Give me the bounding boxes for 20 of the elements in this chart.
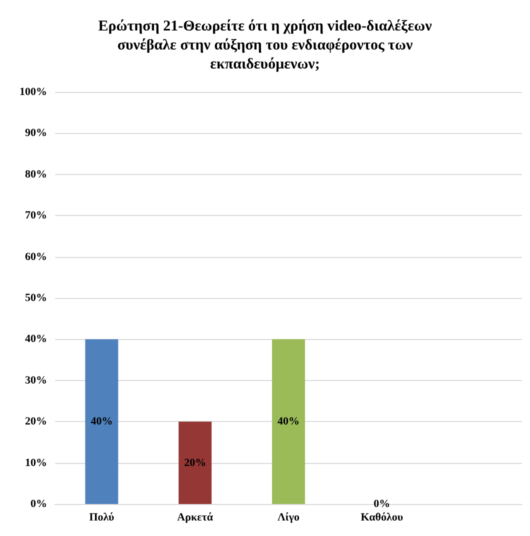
x-tick-label: Καθόλου: [360, 512, 404, 524]
data-label: 20%: [184, 456, 206, 469]
y-tick-label: 20%: [25, 416, 47, 428]
chart-title: Ερώτηση 21-Θεωρείτε ότι η χρήση video-διαλέξεων συνέβαλε στην αύξηση του ενδιαφέροντος των εκπαιδευόμενων;: [98, 18, 432, 72]
y-tick-label: 30%: [25, 374, 47, 386]
y-tick-label: 40%: [25, 333, 47, 346]
data-label: 40%: [278, 416, 300, 428]
data-label: 0%: [374, 498, 390, 510]
y-tick-label: 10%: [25, 456, 47, 469]
data-label: 40%: [90, 416, 113, 428]
y-tick-label: 0%: [30, 498, 47, 510]
y-tick-label: 100%: [20, 86, 47, 98]
x-tick-label: Αρκετά: [177, 512, 214, 524]
y-tick-label: 70%: [25, 210, 47, 222]
y-tick-label: 80%: [25, 168, 47, 180]
y-tick-label: 60%: [25, 250, 47, 263]
x-tick-label: Λίγο: [278, 512, 300, 524]
x-tick-label: Πολύ: [89, 512, 114, 524]
y-tick-label: 50%: [25, 292, 47, 304]
y-tick-label: 90%: [25, 127, 47, 140]
